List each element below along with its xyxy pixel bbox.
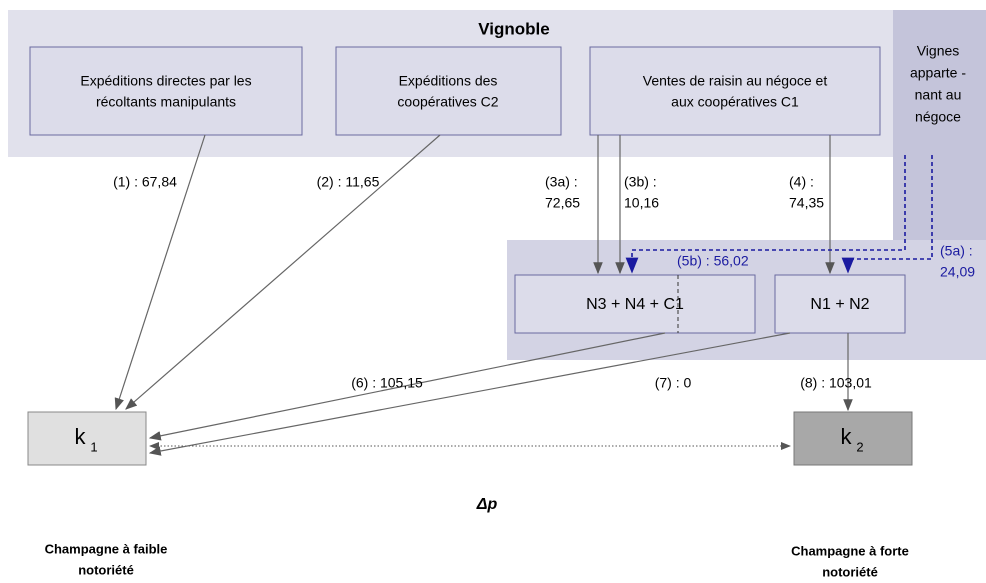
gap-label: Δp (476, 496, 498, 513)
title: Vignoble (478, 19, 549, 38)
flow-label: (7) : 0 (655, 375, 692, 391)
source-text: aux coopératives C1 (671, 94, 799, 110)
flow-label: (6) : 105,15 (351, 375, 423, 391)
outcome-box (793, 411, 913, 466)
outcome-subscript: 2 (856, 439, 863, 454)
flow-arrow (148, 332, 791, 456)
flow-label: (4) : (789, 174, 814, 190)
outcome-label: Champagne à faible (45, 541, 168, 556)
outcome-subscript: 1 (90, 439, 97, 454)
source-box (589, 46, 881, 136)
flow-arrow (114, 134, 206, 411)
intermediate-box (774, 274, 906, 334)
flow-label: (1) : 67,84 (113, 174, 177, 190)
flow-arrow (125, 134, 441, 410)
flow-label: 24,09 (940, 264, 975, 280)
flow-arrow (841, 155, 933, 274)
source-box (29, 46, 303, 136)
flow-label: (2) : 11,65 (317, 174, 380, 190)
source-text: Expéditions des (399, 73, 498, 89)
side-text: Vignes (917, 43, 960, 59)
intermediate-box (514, 274, 756, 334)
side-text: apparte - (910, 65, 966, 81)
source-text: coopératives C2 (397, 94, 498, 110)
flow-label: (5b) : 56,02 (677, 253, 749, 269)
flow-label: (5a) : (940, 243, 973, 259)
flow-arrow (625, 155, 906, 274)
side-band (893, 10, 986, 240)
intermediate-text: N3 + N4 + C1 (586, 296, 684, 313)
source-text: Ventes de raisin au négoce et (643, 73, 828, 89)
flow-label: 72,65 (545, 195, 580, 211)
flow-arrow (148, 332, 666, 441)
outcome-symbol: k (841, 424, 853, 449)
source-text: Expéditions directes par les (80, 73, 251, 89)
source-box (335, 46, 562, 136)
flow-label: 10,16 (624, 195, 659, 211)
flow-label: (3b) : (624, 174, 657, 190)
intermediate-text: N1 + N2 (810, 296, 869, 313)
flow-label: (8) : 103,01 (800, 375, 872, 391)
side-text: négoce (915, 109, 961, 125)
outcome-box (27, 411, 147, 466)
source-text: récoltants manipulants (96, 94, 236, 110)
outcome-label: notoriété (822, 564, 878, 579)
outcome-label: notoriété (78, 562, 134, 577)
flow-label: 74,35 (789, 195, 824, 211)
outcome-symbol: k (75, 424, 87, 449)
side-text: nant au (915, 87, 962, 103)
outcome-label: Champagne à forte (791, 543, 909, 558)
flow-label: (3a) : (545, 174, 578, 190)
